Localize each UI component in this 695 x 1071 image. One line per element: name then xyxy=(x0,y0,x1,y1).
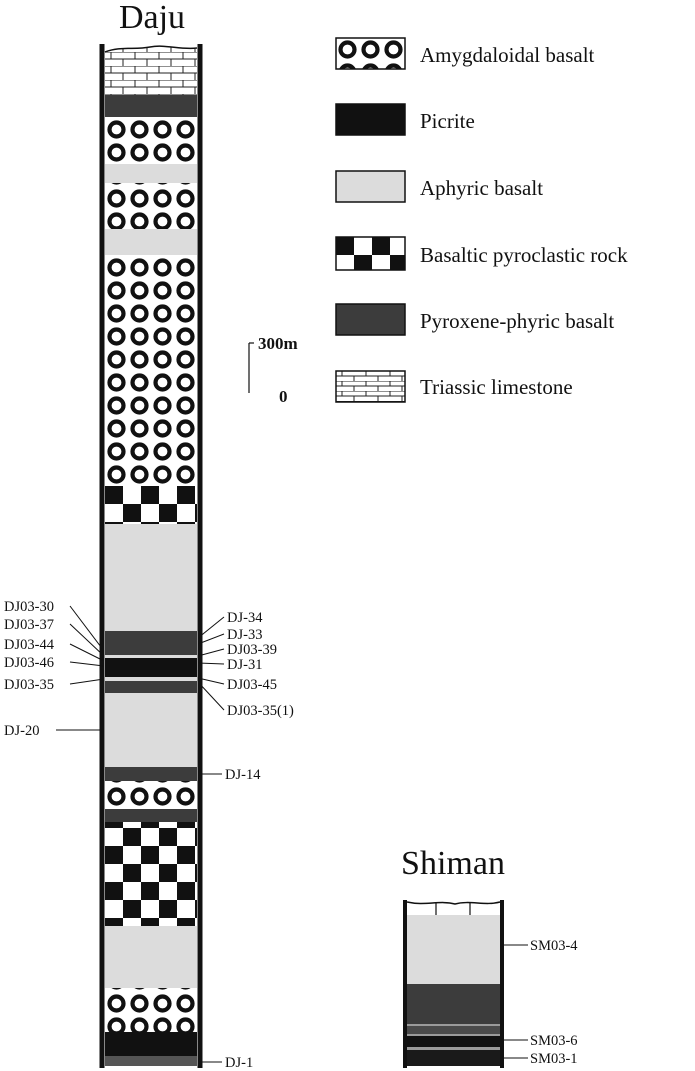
leader-line xyxy=(197,662,225,665)
legend-label-picrite: Picrite xyxy=(420,109,475,133)
daju-layer-pyroclastic xyxy=(105,822,197,926)
daju-layer-pyroxene xyxy=(105,1056,197,1066)
leader-line xyxy=(197,616,225,639)
leader-line xyxy=(69,623,105,657)
shiman-layer-aphyric xyxy=(407,1024,500,1026)
daju-title: Daju xyxy=(119,0,185,36)
daju-layer-amygdaloidal xyxy=(105,255,197,486)
sample-label: DJ-20 xyxy=(4,723,39,739)
daju-layer-pyroxene xyxy=(105,681,197,693)
legend-swatch-pyroxene xyxy=(335,303,406,336)
shiman-layer-aphyric xyxy=(407,915,500,984)
scale-top-label: 300m xyxy=(258,334,298,353)
shiman-layer-picrite xyxy=(407,1036,500,1047)
sample-label: DJ-1 xyxy=(225,1055,253,1071)
leader-line xyxy=(69,678,105,685)
daju-right-labels: DJ-34 DJ-33 DJ03-39 DJ-31 DJ03-45 DJ03-3… xyxy=(197,610,294,1071)
sample-label: DJ03-35(1) xyxy=(227,703,294,719)
leader-line xyxy=(197,633,225,645)
sample-label: DJ03-44 xyxy=(4,637,55,653)
legend-label-amygdaloidal: Amygdaloidal basalt xyxy=(420,43,595,67)
sample-label: DJ03-35 xyxy=(4,677,54,693)
daju-weathered-top xyxy=(104,45,198,53)
shiman-title: Shiman xyxy=(401,845,505,882)
daju-layer-aphyric xyxy=(105,655,197,658)
daju-layer-aphyric xyxy=(105,164,197,183)
legend-label-pyroxene: Pyroxene-phyric basalt xyxy=(420,309,614,333)
sample-label: DJ03-45 xyxy=(227,677,277,693)
sample-label: SM03-6 xyxy=(530,1033,578,1049)
legend-label-pyroclastic: Basaltic pyroclastic rock xyxy=(420,243,628,267)
leader-line xyxy=(69,661,105,667)
daju-layer-pyroxene xyxy=(105,95,197,117)
leader-line xyxy=(69,605,105,652)
daju-column xyxy=(99,44,203,1068)
leader-line xyxy=(69,643,105,662)
daju-layer-picrite xyxy=(105,1032,197,1056)
daju-layer-aphyric xyxy=(105,677,197,681)
daju-layer-aphyric xyxy=(105,524,197,631)
sample-label: DJ03-46 xyxy=(4,655,54,671)
legend-swatch-amygdaloidal xyxy=(335,37,406,70)
daju-layer-limestone xyxy=(105,46,197,95)
sample-label: SM03-1 xyxy=(530,1051,578,1067)
legend-swatch-pyroclastic xyxy=(335,236,406,271)
daju-left-labels: DJ03-30 DJ03-37 DJ03-44 DJ03-46 DJ03-35 … xyxy=(4,599,105,739)
daju-layer-pyroxene xyxy=(105,809,197,822)
legend-label-limestone: Triassic limestone xyxy=(420,375,573,399)
daju-layer-pyroclastic xyxy=(105,486,197,524)
scale-bottom-label: 0 xyxy=(279,387,288,406)
legend-swatch-limestone xyxy=(335,370,406,403)
shiman-layer-pyroxene xyxy=(407,984,500,1024)
sample-label: DJ-34 xyxy=(227,610,263,626)
shiman-layer-top xyxy=(407,902,500,915)
shiman-layer-aphyric xyxy=(407,1034,500,1036)
sample-label: DJ-31 xyxy=(227,657,262,673)
leader-line xyxy=(197,648,225,657)
daju-layer-pyroxene xyxy=(105,767,197,781)
daju-layer-amygdaloidal xyxy=(105,988,197,1032)
sample-label: SM03-4 xyxy=(530,938,578,954)
daju-layer-aphyric xyxy=(105,926,197,988)
daju-layer-pyroxene xyxy=(105,631,197,655)
leader-line xyxy=(197,681,225,711)
shiman-layer-picrite xyxy=(407,1050,500,1066)
leader-line xyxy=(197,677,225,685)
sample-label: DJ03-30 xyxy=(4,599,54,615)
daju-layer-aphyric xyxy=(105,229,197,255)
sample-label: DJ-14 xyxy=(225,767,261,783)
daju-layer-amygdaloidal xyxy=(105,781,197,809)
shiman-layer-pyroxene xyxy=(407,1026,500,1034)
sample-label: DJ-33 xyxy=(227,627,262,643)
daju-layer-picrite xyxy=(105,658,197,677)
daju-layer-amygdaloidal xyxy=(105,117,197,164)
daju-layer-amygdaloidal xyxy=(105,183,197,229)
sample-label: DJ03-37 xyxy=(4,617,54,633)
shiman-right-labels: SM03-4 SM03-6 SM03-1 xyxy=(502,938,578,1067)
shiman-weathered-top xyxy=(406,901,501,905)
legend-swatch-aphyric xyxy=(335,170,406,203)
legend-label-aphyric: Aphyric basalt xyxy=(420,176,543,200)
legend: Amygdaloidal basalt Picrite Aphyric basa… xyxy=(335,37,628,403)
shiman-layer-aphyric xyxy=(407,1047,500,1050)
shiman-column xyxy=(403,900,504,1068)
sample-label: DJ03-39 xyxy=(227,642,277,658)
legend-swatch-picrite xyxy=(335,103,406,136)
daju-layer-aphyric xyxy=(105,693,197,767)
scale-bar: 300m 0 xyxy=(248,334,298,406)
